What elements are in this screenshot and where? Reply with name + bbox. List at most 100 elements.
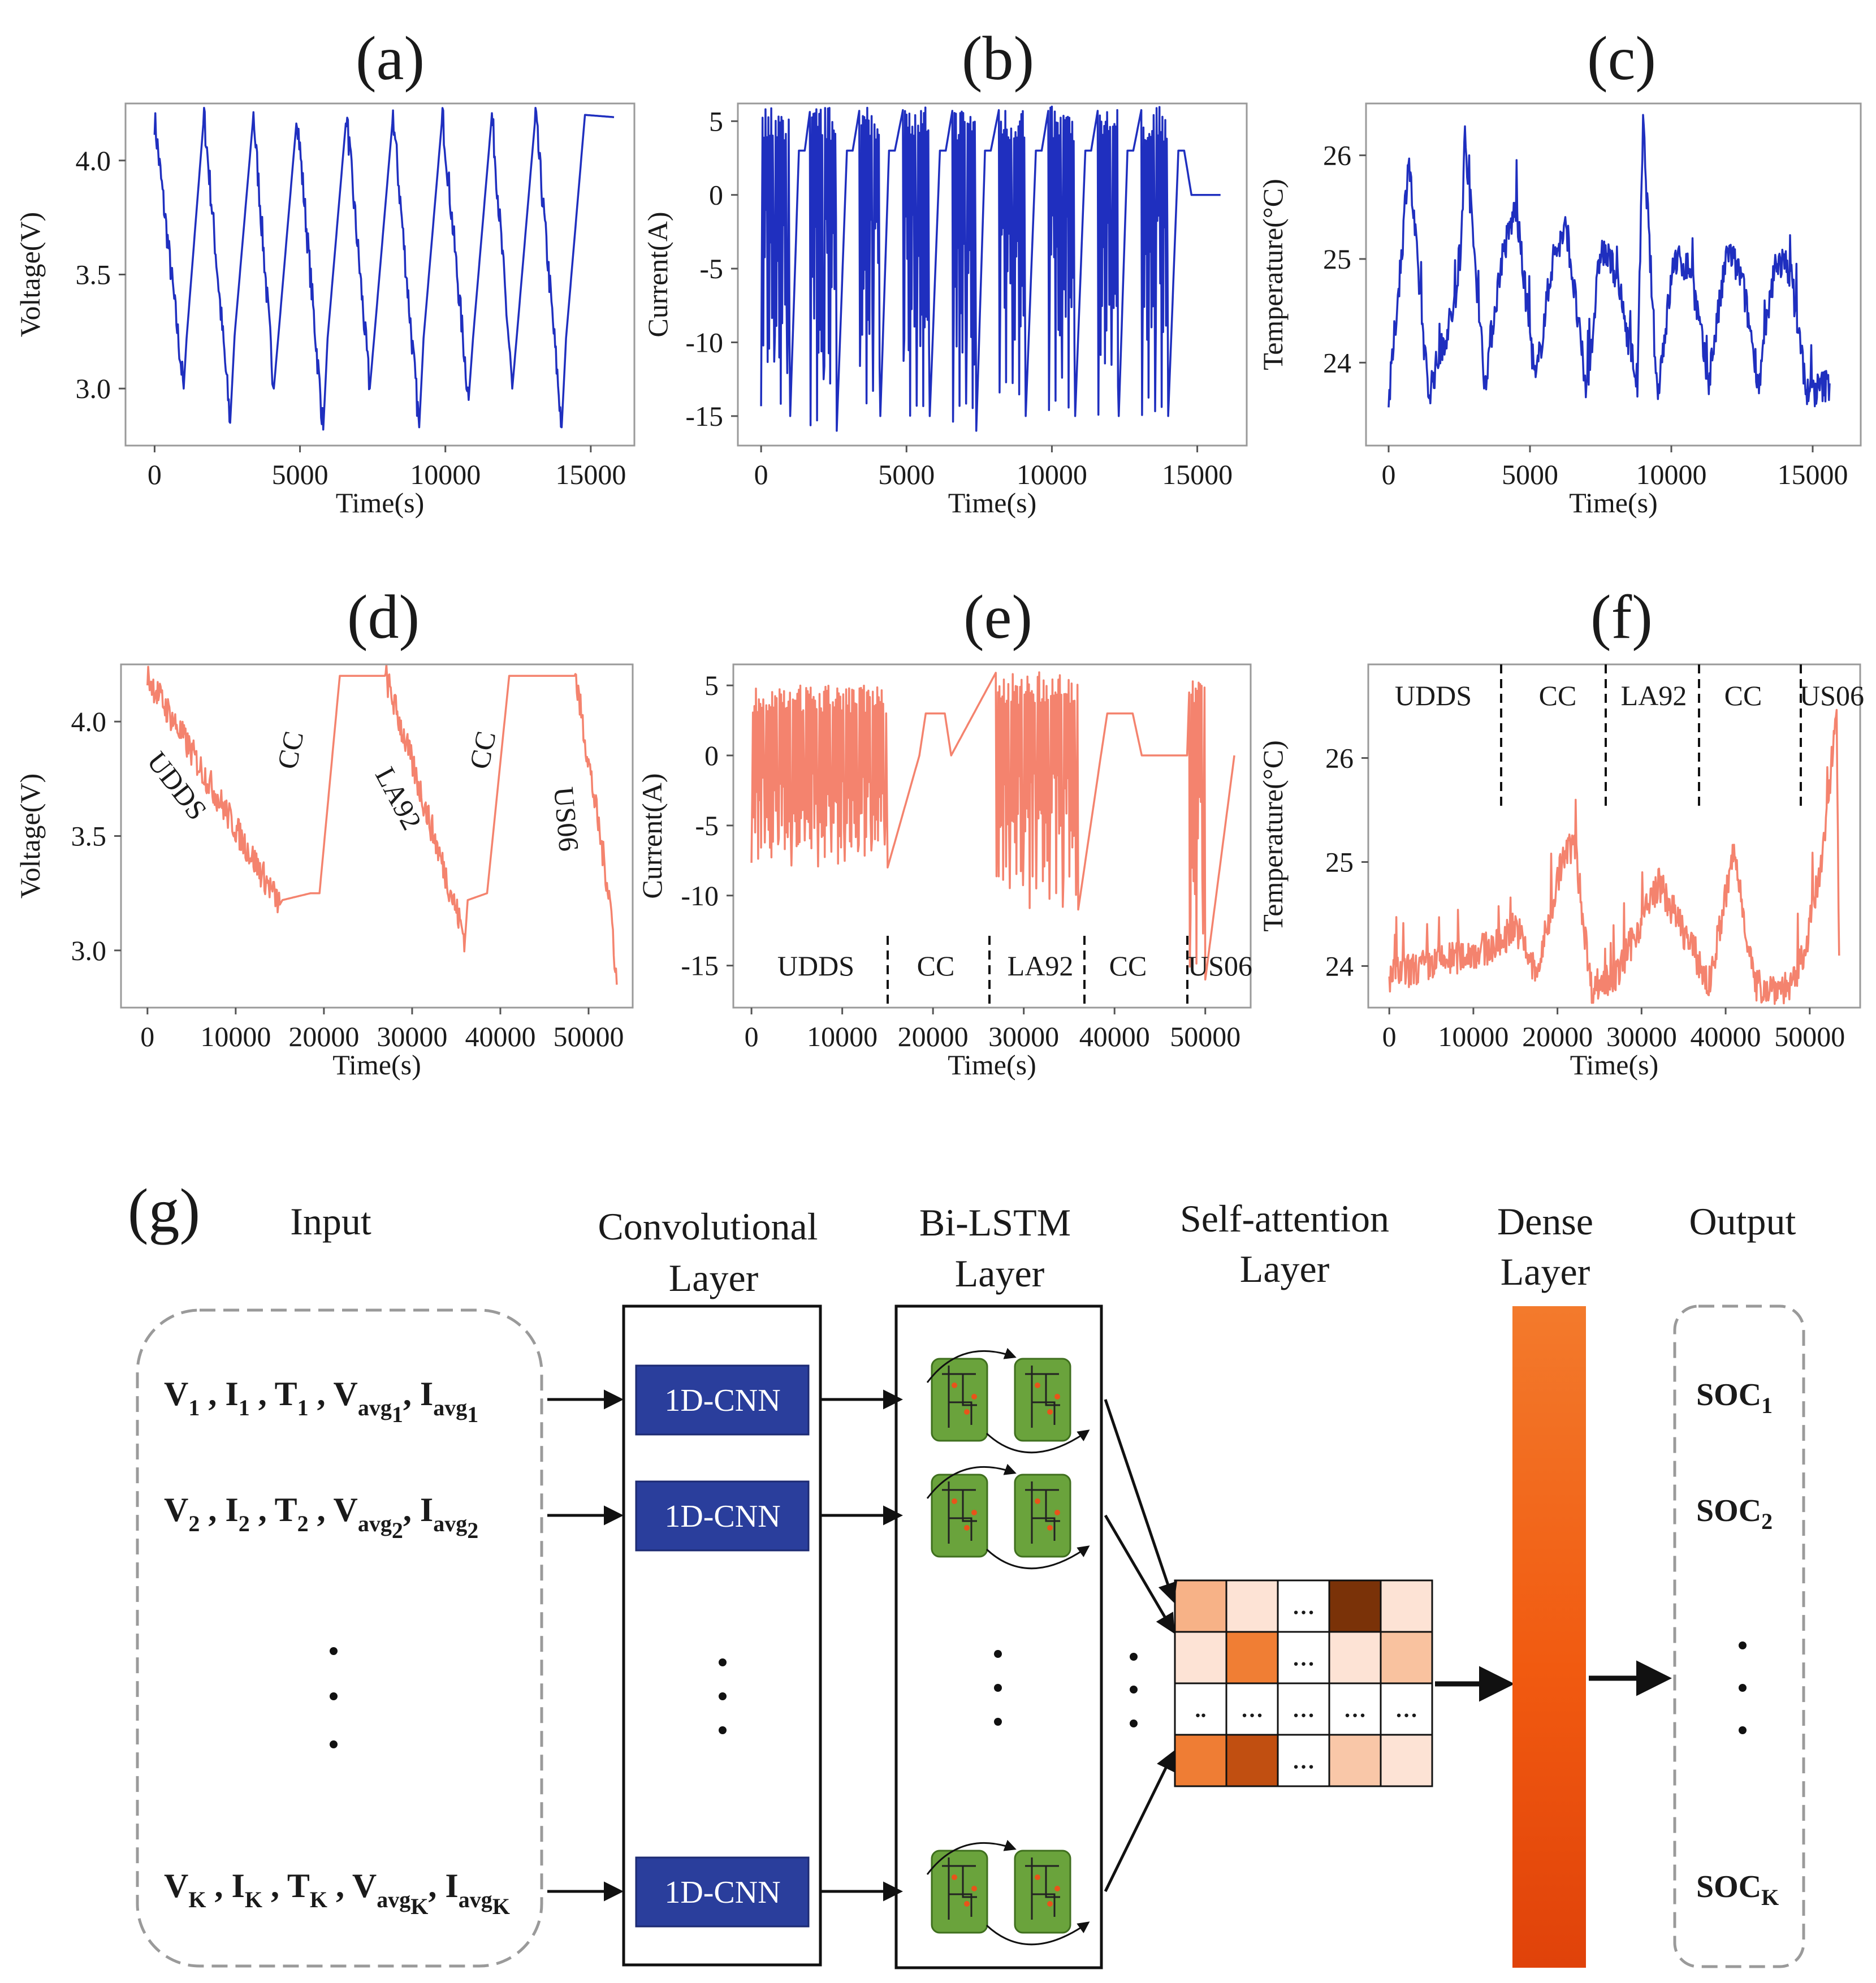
y-tick-label-e: -10 bbox=[681, 880, 719, 911]
vertical-ellipsis-dot bbox=[719, 1658, 727, 1666]
x-tick-label-e: 0 bbox=[745, 1021, 759, 1052]
input-box bbox=[136, 1308, 543, 1968]
x-tick-label-b: 10000 bbox=[1017, 459, 1087, 490]
lstm-gate-dot bbox=[964, 1409, 970, 1415]
header-dense-line1: Dense bbox=[1497, 1200, 1593, 1243]
x-tick-label-e: 40000 bbox=[1079, 1021, 1150, 1052]
header-conv-line1: Convolutional bbox=[598, 1205, 818, 1248]
attention-cell bbox=[1174, 1734, 1227, 1787]
x-tick-label-e: 20000 bbox=[898, 1021, 969, 1052]
arrow-bilstm-to-attention bbox=[1104, 1750, 1175, 1893]
phase-annotation-d: CC bbox=[271, 728, 310, 772]
architecture-diagram: (g) Input Convolutional Layer Bi-LSTM Layer Se… bbox=[128, 1176, 1805, 1969]
attention-cell bbox=[1380, 1734, 1433, 1787]
chart-f: (f) 0 10000 20000 30000 40000 50000 24 25 26 Time(… bbox=[1257, 582, 1864, 1081]
header-output: Output bbox=[1689, 1200, 1796, 1243]
y-tick-label-f: 26 bbox=[1325, 742, 1354, 774]
input-token: 1 bbox=[239, 1395, 250, 1420]
panel-label-a: (a) bbox=[356, 24, 425, 93]
vertical-ellipsis-dot bbox=[1130, 1686, 1138, 1693]
output-soc-sub: K bbox=[1761, 1885, 1779, 1910]
lstm-gate-dot bbox=[971, 1510, 977, 1515]
lstm-forward-arrow bbox=[926, 1347, 1017, 1383]
header-conv-line2: Layer bbox=[669, 1256, 759, 1299]
lstm-cell bbox=[1014, 1474, 1071, 1558]
x-axis-label-b: Time(s) bbox=[948, 487, 1037, 519]
x-tick-label-b: 5000 bbox=[878, 459, 935, 490]
vertical-ellipsis-dot bbox=[1739, 1641, 1747, 1649]
x-tick-label-c: 10000 bbox=[1636, 459, 1707, 490]
attention-cell-ellipsis: … bbox=[1293, 1594, 1315, 1619]
x-tick-label-a: 0 bbox=[148, 459, 162, 490]
x-axis-label-c: Time(s) bbox=[1569, 487, 1658, 519]
vertical-ellipsis-dot bbox=[994, 1650, 1002, 1658]
chart-b: (b) 0 5000 10000 15000 5 0 -5 -10 -15 Time(s) Curre… bbox=[642, 24, 1248, 519]
axes-frame-e bbox=[732, 663, 1252, 1009]
series-line-e bbox=[750, 671, 1235, 981]
input-token: , V bbox=[327, 1867, 377, 1904]
lstm-forward-arrow bbox=[926, 1463, 1017, 1499]
attention-cell-ellipsis: … bbox=[1395, 1697, 1418, 1722]
input-token: K bbox=[410, 1894, 428, 1919]
x-tick-label-f: 0 bbox=[1382, 1021, 1397, 1052]
input-token: V bbox=[164, 1491, 188, 1528]
cnn-block bbox=[635, 1480, 810, 1552]
header-dense-line2: Layer bbox=[1501, 1250, 1590, 1293]
attention-cell bbox=[1174, 1682, 1227, 1736]
x-tick-label-f: 40000 bbox=[1691, 1021, 1761, 1052]
input-token: avg bbox=[459, 1887, 492, 1912]
phase-annotation-d: US06 bbox=[548, 785, 585, 852]
input-token: 1 bbox=[297, 1395, 309, 1420]
attention-cell bbox=[1380, 1579, 1433, 1633]
y-tick-label-b: -10 bbox=[685, 326, 723, 358]
lstm-gate-dot bbox=[964, 1525, 970, 1531]
output-soc-1: SOC1 bbox=[1696, 1377, 1773, 1418]
attention-cell-ellipsis: … bbox=[1293, 1748, 1315, 1774]
phase-annotation-e: UDDS bbox=[777, 950, 854, 982]
phase-annotation-f: LA92 bbox=[1621, 680, 1687, 711]
input-token: V bbox=[164, 1867, 188, 1904]
chart-a: (a) 0 5000 10000 15000 3.0 3.5 4.0 Time(s) Voltag… bbox=[14, 24, 636, 519]
attention-cell-ellipsis: … bbox=[1293, 1697, 1315, 1722]
x-tick-label-f: 30000 bbox=[1606, 1021, 1677, 1052]
input-row-3: VK , IK , TK , VavgK, IavgK bbox=[164, 1867, 510, 1919]
attention-cell bbox=[1225, 1682, 1279, 1736]
vertical-ellipsis-dot bbox=[1130, 1653, 1138, 1661]
output-box bbox=[1673, 1304, 1805, 1968]
cnn-block-label: 1D-CNN bbox=[664, 1383, 780, 1418]
dense-layer-bar bbox=[1512, 1306, 1586, 1968]
x-axis-label-f: Time(s) bbox=[1570, 1049, 1659, 1081]
vertical-ellipsis-dot bbox=[994, 1718, 1002, 1726]
axes-frame-b bbox=[737, 102, 1248, 447]
charts-group: (a)0 5000 10000 150003.03.54.0Time(s)Voltag… bbox=[14, 24, 1864, 1081]
x-tick-label-a: 5000 bbox=[272, 459, 328, 490]
x-tick-label-b: 15000 bbox=[1162, 459, 1233, 490]
y-tick-label-a: 4.0 bbox=[76, 145, 111, 176]
lstm-backward-arrow bbox=[985, 1921, 1090, 1946]
lstm-gate-dot bbox=[1054, 1510, 1060, 1515]
lstm-gate-dot bbox=[1035, 1874, 1040, 1880]
y-tick-label-b: -5 bbox=[699, 253, 723, 284]
x-tick-label-d: 40000 bbox=[465, 1021, 535, 1052]
phase-annotation-e: LA92 bbox=[1008, 950, 1074, 982]
y-tick-label-d: 3.5 bbox=[71, 820, 107, 852]
input-token: , I bbox=[428, 1867, 458, 1904]
input-token: avg bbox=[433, 1395, 467, 1420]
phase-annotation-f: US06 bbox=[1800, 680, 1864, 711]
attention-cell bbox=[1380, 1631, 1433, 1684]
lstm-gate-dot bbox=[1047, 1409, 1053, 1415]
panel-label-c: (c) bbox=[1587, 24, 1656, 93]
y-tick-label-c: 24 bbox=[1323, 347, 1351, 378]
y-tick-label-f: 25 bbox=[1325, 846, 1354, 878]
phase-annotation-e: CC bbox=[917, 950, 955, 982]
attention-cell-ellipsis: .. bbox=[1195, 1697, 1207, 1722]
phase-annotation-e: CC bbox=[1109, 950, 1147, 982]
input-token: K bbox=[310, 1887, 327, 1912]
cnn-block-label: 1D-CNN bbox=[664, 1499, 780, 1534]
x-tick-label-d: 50000 bbox=[553, 1021, 624, 1052]
lstm-cell-wiring bbox=[942, 1366, 977, 1428]
lstm-cell-wiring bbox=[1025, 1857, 1060, 1920]
vertical-ellipsis-dot bbox=[719, 1726, 727, 1734]
lstm-cell bbox=[931, 1850, 988, 1934]
